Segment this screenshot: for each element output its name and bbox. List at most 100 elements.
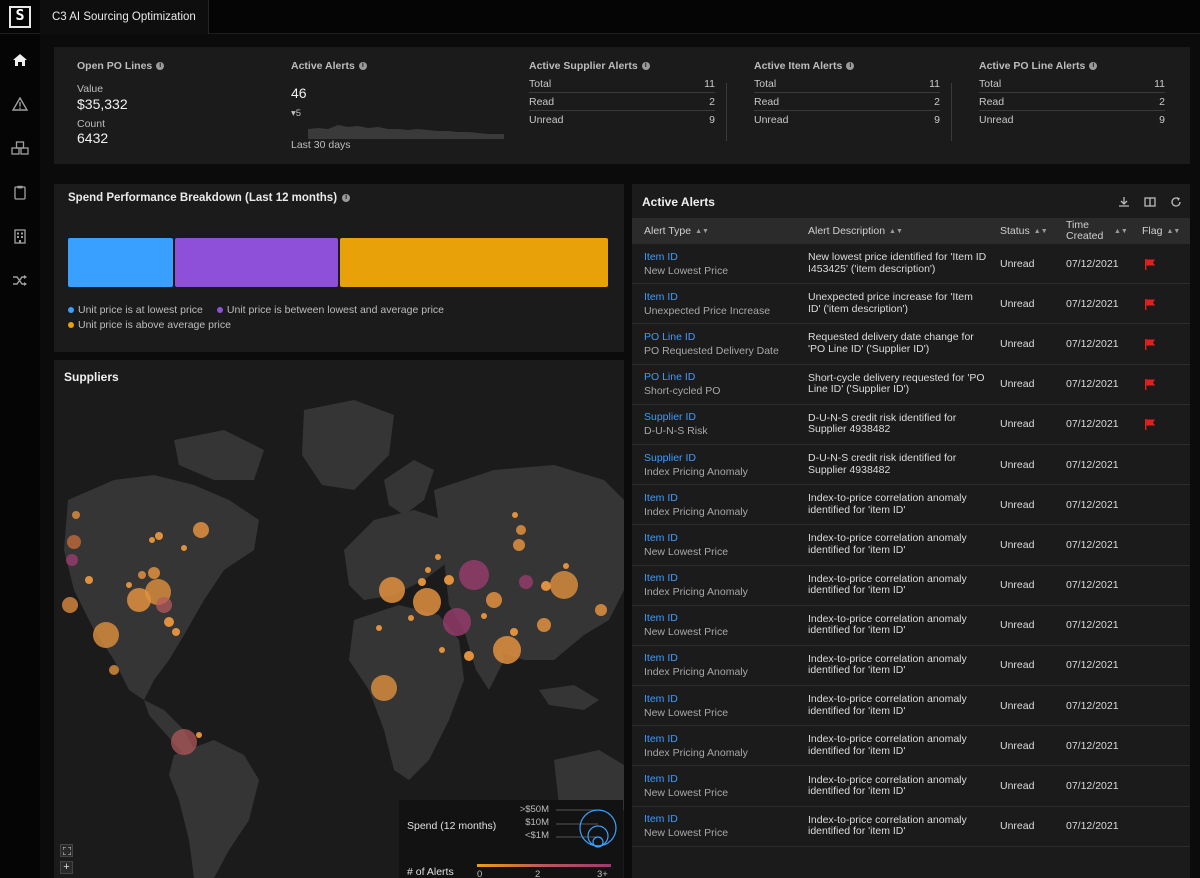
alert-description: Index-to-price correlation anomaly ident…	[808, 532, 967, 556]
sort-icon[interactable]: ▲▼	[1114, 227, 1128, 235]
col-status[interactable]: Status ▲▼	[1000, 225, 1048, 237]
flag-icon[interactable]	[1144, 378, 1156, 391]
zoom-in-button[interactable]: +	[60, 861, 73, 874]
table-row[interactable]: Item ID New Lowest Price Index-to-price co…	[632, 766, 1190, 807]
table-row[interactable]: Supplier ID D-U-N-S Risk D-U-N-S credit ri…	[632, 405, 1190, 445]
col-flag[interactable]: Flag ▲▼	[1142, 225, 1181, 237]
table-row[interactable]: Item ID Index Pricing Anomaly Index-to-pri…	[632, 726, 1190, 767]
table-row[interactable]: Item ID New Lowest Price Index-to-price co…	[632, 686, 1190, 727]
info-icon[interactable]: i	[156, 62, 165, 70]
alert-flag-cell[interactable]	[1130, 726, 1190, 765]
flag-icon[interactable]	[1144, 418, 1156, 431]
warning-icon[interactable]	[8, 92, 32, 116]
col-time-created[interactable]: Time Created ▲▼	[1066, 219, 1128, 242]
alert-type-link[interactable]: Supplier ID	[644, 451, 696, 464]
table-row[interactable]: Supplier ID Index Pricing Anomaly D-U-N-S …	[632, 445, 1190, 486]
alert-status: Unread	[1000, 780, 1035, 793]
alert-type-link[interactable]: Item ID	[644, 813, 678, 826]
alert-flag-cell[interactable]	[1130, 525, 1190, 564]
spend-bar-segment[interactable]	[68, 238, 174, 287]
alert-type-link[interactable]: Item ID	[644, 612, 678, 625]
alert-flag-cell[interactable]	[1130, 324, 1190, 363]
alert-type-link[interactable]: Item ID	[644, 773, 678, 786]
table-row[interactable]: Item ID Index Pricing Anomaly Index-to-pri…	[632, 566, 1190, 606]
alert-type-cell: Item ID New Lowest Price	[632, 525, 796, 564]
kv-row: Unread 9	[754, 114, 940, 126]
alert-flag-cell[interactable]	[1130, 284, 1190, 323]
alert-subtype: New Lowest Price	[644, 827, 729, 840]
table-row[interactable]: Item ID New Lowest Price Index-to-price co…	[632, 807, 1190, 847]
home-icon[interactable]	[8, 48, 32, 72]
clipboard-icon[interactable]	[8, 180, 32, 204]
alert-flag-cell[interactable]	[1130, 606, 1190, 645]
alert-flag-cell[interactable]	[1130, 566, 1190, 605]
table-row[interactable]: Item ID New Lowest Price Index-to-price co…	[632, 606, 1190, 646]
alert-flag-cell[interactable]	[1130, 445, 1190, 484]
alert-type-link[interactable]: Item ID	[644, 250, 678, 263]
alert-type-link[interactable]: Item ID	[644, 491, 678, 504]
info-icon[interactable]: i	[1089, 62, 1098, 70]
alert-type-link[interactable]: PO Line ID	[644, 371, 696, 384]
c3-logo[interactable]	[0, 0, 40, 34]
alert-type-link[interactable]: Item ID	[644, 290, 678, 303]
col-alert-description[interactable]: Alert Description ▲▼	[808, 225, 903, 237]
table-row[interactable]: Item ID New Lowest Price New lowest price …	[632, 244, 1190, 285]
sort-icon[interactable]: ▲▼	[1166, 227, 1181, 235]
alert-type-link[interactable]: Supplier ID	[644, 411, 696, 424]
alert-type-cell: Item ID Index Pricing Anomaly	[632, 726, 796, 765]
fullscreen-button[interactable]	[60, 844, 73, 857]
alert-flag-cell[interactable]	[1130, 485, 1190, 524]
alert-type-link[interactable]: PO Line ID	[644, 330, 696, 343]
table-row[interactable]: Item ID Index Pricing Anomaly Index-to-pri…	[632, 485, 1190, 526]
table-row[interactable]: Item ID Unexpected Price Increase Unexpect…	[632, 284, 1190, 325]
top-bar: C3 AI Sourcing Optimization	[0, 0, 1200, 34]
table-row[interactable]: PO Line ID Short-cycled PO Short-cycle del…	[632, 365, 1190, 405]
app-title[interactable]: C3 AI Sourcing Optimization	[40, 0, 209, 34]
spend-bar-segment[interactable]	[175, 238, 339, 287]
alert-type-link[interactable]: Item ID	[644, 572, 678, 585]
alert-type-cell: Item ID Index Pricing Anomaly	[632, 646, 796, 685]
kv-row: Read 2	[754, 93, 940, 111]
alert-flag-cell[interactable]	[1130, 807, 1190, 846]
item-alerts-title: Active Item Alerts i	[754, 60, 855, 72]
shuffle-icon[interactable]	[8, 268, 32, 292]
download-icon[interactable]	[1118, 196, 1130, 208]
spend-bar-segment[interactable]	[340, 238, 608, 287]
item-alerts-table: Total 11 Read 2 Unread 9	[754, 75, 940, 129]
alert-flag-cell[interactable]	[1130, 646, 1190, 685]
info-icon[interactable]: i	[846, 62, 855, 70]
alert-flag-cell[interactable]	[1130, 365, 1190, 404]
alert-type-link[interactable]: Item ID	[644, 692, 678, 705]
alert-flag-cell[interactable]	[1130, 686, 1190, 725]
table-row[interactable]: Item ID New Lowest Price Index-to-price co…	[632, 525, 1190, 566]
sort-icon[interactable]: ▲▼	[1033, 227, 1048, 235]
col-alert-type[interactable]: Alert Type ▲▼	[644, 225, 709, 237]
columns-icon[interactable]	[1144, 196, 1156, 208]
alert-type-link[interactable]: Item ID	[644, 531, 678, 544]
supplier-bubbles[interactable]	[62, 511, 607, 755]
alert-flag-cell[interactable]	[1130, 405, 1190, 444]
flag-icon[interactable]	[1144, 298, 1156, 310]
flag-icon[interactable]	[1144, 338, 1156, 350]
boxes-icon[interactable]	[8, 136, 32, 160]
building-icon[interactable]	[8, 224, 32, 248]
table-row[interactable]: Item ID Index Pricing Anomaly Index-to-pri…	[632, 646, 1190, 687]
spend-level-small: <$1M	[524, 830, 549, 841]
info-icon[interactable]: i	[641, 62, 650, 70]
alert-subtype: PO Requested Delivery Date	[644, 344, 779, 357]
world-map[interactable]	[54, 360, 624, 878]
info-icon[interactable]: i	[342, 194, 351, 202]
sort-icon[interactable]: ▲▼	[695, 227, 709, 235]
alert-type-link[interactable]: Item ID	[644, 732, 678, 745]
refresh-icon[interactable]	[1170, 196, 1182, 208]
alert-description: Index-to-price correlation anomaly ident…	[808, 733, 967, 757]
table-row[interactable]: PO Line ID PO Requested Delivery Date Requ…	[632, 324, 1190, 365]
alert-type-link[interactable]: Item ID	[644, 652, 678, 665]
alert-flag-cell[interactable]	[1130, 244, 1190, 283]
alerts-legend-title: # of Alerts	[407, 866, 454, 878]
alert-flag-cell[interactable]	[1130, 766, 1190, 805]
sort-icon[interactable]: ▲▼	[889, 227, 903, 235]
info-icon[interactable]: i	[358, 62, 367, 70]
kv-row: Unread 9	[979, 114, 1165, 126]
flag-icon[interactable]	[1144, 258, 1156, 270]
